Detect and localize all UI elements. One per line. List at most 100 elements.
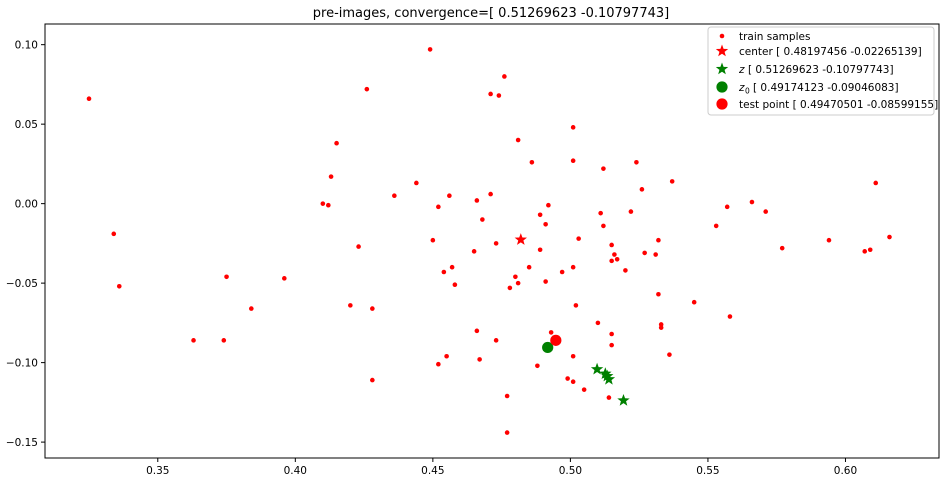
data-point [436,204,441,210]
data-point [546,202,551,208]
data-point [364,86,370,92]
data-point [471,249,477,254]
series-train-samples [86,47,892,435]
data-point [639,187,645,192]
data-point [535,363,540,369]
data-point [191,338,196,343]
x-tick-label: 0.60 [834,465,857,477]
legend-label: test point [ 0.49470501 -0.08599155] [739,99,938,111]
data-point [658,322,664,327]
data-point [537,212,543,218]
data-point [570,353,576,359]
data-point [763,209,769,214]
data-point [474,328,480,334]
legend: train samples center [ 0.48197456 -0.0226… [707,26,938,116]
legend-symbol-subscript: 0 [745,87,750,96]
legend-marker [716,81,728,93]
legend-marker [716,98,728,110]
legend-box [707,26,935,116]
data-point [282,276,287,281]
data-point [111,231,117,237]
data-point [565,376,570,381]
axes: 0.35 0.40 0.45 0.50 0.55 0.60 0.10 0.05 0.00 −0.0… [6,23,940,477]
data-point [749,199,755,205]
data-point [826,237,832,243]
data-point [493,241,499,246]
data-point [496,93,502,98]
data-point [447,193,452,198]
data-point [320,201,326,206]
series-z0 [542,341,554,354]
data-point [514,233,527,245]
data-point [488,91,493,97]
axes-frame [44,23,940,459]
data-point [656,291,661,297]
data-point [334,140,339,146]
legend-label: [ 0.49174123 -0.09046083] [753,82,899,94]
data-point [570,264,576,270]
series-test-point [550,334,562,346]
series-center [514,233,527,245]
data-point [559,269,565,275]
y-tick-label: 0.10 [15,39,38,51]
data-point [414,180,419,186]
data-point [224,274,229,280]
data-point [602,372,616,385]
data-point [581,387,587,392]
data-point [116,284,122,289]
legend-label: center [ 0.48197456 -0.02265139] [739,46,922,58]
data-point [570,125,576,130]
data-point [529,160,535,165]
y-tick-label: 0.05 [15,119,38,131]
data-point [601,166,606,171]
data-point [543,279,548,284]
data-point [873,180,879,186]
data-point [623,268,628,273]
data-point [658,325,664,330]
chart-title: pre-images, convergence=[ 0.51269623 -0.… [313,6,669,21]
data-point [427,47,433,52]
data-point [609,242,614,248]
x-tick-label: 0.35 [146,465,169,477]
data-point [598,210,603,216]
data-point [452,282,458,288]
data-point [326,202,331,208]
data-point [507,285,513,291]
data-point [548,330,554,335]
data-point [430,237,436,243]
data-point [477,357,482,362]
data-point [691,299,697,305]
legend-marker [719,33,725,39]
x-tick-label: 0.45 [421,465,444,477]
data-point [436,361,441,367]
data-point [86,96,92,102]
legend-symbol: z [738,82,745,94]
data-point [356,244,361,249]
legend-label: [ 0.51269623 -0.10797743] [748,64,894,76]
plot-area [86,47,892,435]
data-point [887,234,892,240]
data-point [488,191,493,197]
data-point [570,158,576,164]
data-point [617,393,630,406]
data-point [348,303,353,308]
data-point [504,430,510,435]
data-point [601,369,614,382]
legend-label: train samples [739,31,810,43]
data-point [862,249,868,254]
x-tick-label: 0.40 [284,465,307,477]
data-point [612,252,617,257]
data-point [609,258,614,264]
data-point [653,252,658,257]
legend-marker [715,62,729,75]
data-point [642,250,647,256]
data-point [370,306,375,311]
data-point [573,303,579,308]
data-point [576,236,581,241]
data-point [502,74,507,79]
x-tick-label: 0.55 [696,465,719,477]
data-point [599,367,612,379]
y-tick-label: −0.15 [6,437,38,449]
